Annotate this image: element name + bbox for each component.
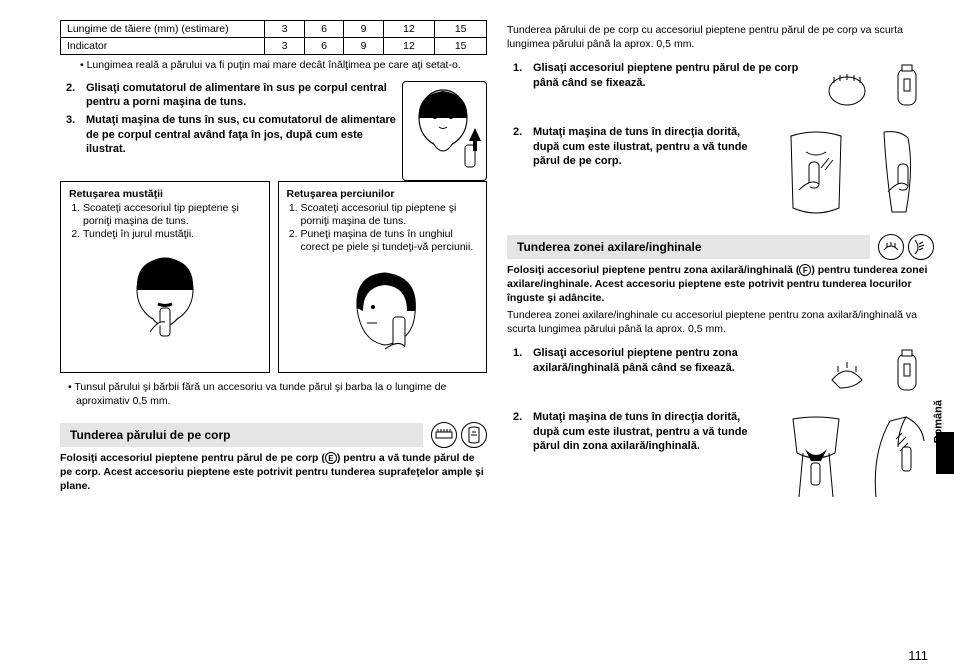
underarm-icon (908, 234, 934, 260)
body-intro: Folosiţi accesoriul pieptene pentru păru… (60, 452, 487, 493)
step-2: 2. Glisaţi comutatorul de alimentare în … (60, 81, 396, 110)
table-row2-label: Indicator (61, 38, 265, 55)
figure-leg-trim (859, 125, 934, 220)
box-mustache-title: Retuşarea mustăţii (69, 188, 261, 200)
note-real-length: • Lungimea reală a părului va fi puţin m… (60, 59, 487, 73)
table-row1-label: Lungime de tăiere (mm) (estimare) (61, 21, 265, 38)
ax-intro-bold: Folosiţi accesoriul pieptene pentru zona… (507, 264, 934, 305)
box-mustache: Retuşarea mustăţii Scoateţi accesoriul t… (60, 181, 270, 374)
ax-step2-num: 2. (507, 410, 527, 453)
ax-intro-plain: Tunderea zonei axilare/inghinale cu acce… (507, 309, 934, 336)
body-step2-num: 2. (507, 125, 527, 168)
step-3: 3. Mutaţi maşina de tuns în sus, cu comu… (60, 113, 396, 156)
body-step-2: 2. Mutaţi maşina de tuns în direcţia dor… (507, 125, 934, 220)
figure-bikini-trim (778, 410, 853, 505)
figure-mustache (69, 245, 261, 355)
ax-step-1: 1. Glisaţi accesoriul pieptene pentru zo… (507, 346, 934, 400)
right-top-para: Tunderea părului de pe corp cu accesoriu… (507, 24, 934, 51)
section-axillary-title: Tunderea zonei axilare/inghinale (507, 235, 870, 259)
figure-ax-comb (820, 346, 874, 400)
language-label: Română (932, 400, 944, 443)
step-2-number: 2. (60, 81, 80, 110)
figure-underarm-trim (859, 410, 934, 505)
box1-item2: Tundeţi în jurul mustăţii. (83, 228, 261, 241)
figure-face-arrow (402, 81, 487, 181)
marker-e-icon: E (325, 452, 337, 464)
section-body-title: Tunderea părului de pe corp (60, 423, 423, 447)
step-2-text: Glisaţi comutatorul de alimentare în sus… (86, 81, 396, 110)
body-step-1: 1. Glisaţi accesoriul pieptene pentru pă… (507, 61, 934, 115)
torso-icon (461, 422, 487, 448)
body-step2-text: Mutaţi maşina de tuns în direcţia dorită… (533, 125, 768, 168)
note-no-accessory: • Tunsul părului şi bărbii fără un acces… (60, 381, 487, 408)
body-step1-num: 1. (507, 61, 527, 90)
box-sideburns: Retuşarea perciunilor Scoateţi accesoriu… (278, 181, 488, 374)
ax-step1-text: Glisaţi accesoriul pieptene pentru zona … (533, 346, 810, 375)
box2-item2: Puneţi maşina de tuns în unghiul corect … (301, 228, 479, 254)
comb-axillary-icon (878, 234, 904, 260)
section-axillary: Tunderea zonei axilare/inghinale (507, 234, 934, 260)
figure-sideburns (287, 258, 479, 368)
section-body-hair: Tunderea părului de pe corp (60, 422, 487, 448)
page-number: 111 (908, 648, 928, 663)
figure-ax-trimmer (880, 346, 934, 400)
step-3-number: 3. (60, 113, 80, 156)
step-3-text: Mutaţi maşina de tuns în sus, cu comutat… (86, 113, 396, 156)
figure-comb-attach (820, 61, 874, 115)
figure-chest-trim (778, 125, 853, 220)
box-sideburns-title: Retuşarea perciunilor (287, 188, 479, 200)
figure-trimmer (880, 61, 934, 115)
box2-item1: Scoateţi accesoriul tip pieptene şi porn… (301, 202, 479, 228)
ax-step1-num: 1. (507, 346, 527, 375)
ax-step-2: 2. Mutaţi maşina de tuns în direcţia dor… (507, 410, 934, 505)
body-step1-text: Glisaţi accesoriul pieptene pentru părul… (533, 61, 810, 90)
cut-length-table: Lungime de tăiere (mm) (estimare) 3 6 9 … (60, 20, 487, 55)
marker-f-icon: F (799, 264, 811, 276)
ax-step2-text: Mutaţi maşina de tuns în direcţia dorită… (533, 410, 768, 453)
comb-icon (431, 422, 457, 448)
box1-item1: Scoateţi accesoriul tip pieptene şi porn… (83, 202, 261, 228)
